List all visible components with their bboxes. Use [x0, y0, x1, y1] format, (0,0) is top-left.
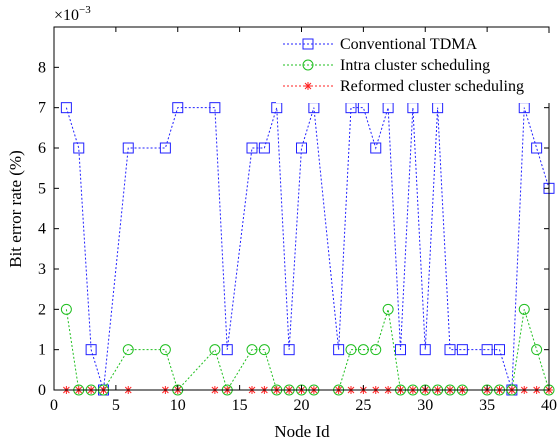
legend-label: Conventional TDMA [340, 36, 477, 53]
square-marker [122, 142, 134, 154]
square-marker [73, 142, 85, 154]
square-marker [60, 102, 72, 114]
circle-marker [370, 344, 382, 356]
square-marker [302, 38, 314, 50]
series-line [65, 309, 550, 392]
x-tick-label: 5 [112, 397, 120, 414]
circle-marker [382, 303, 394, 315]
y-tick-label: 6 [38, 140, 46, 157]
y-tick-label: 3 [38, 261, 46, 278]
legend-box [276, 33, 550, 103]
square-marker [481, 344, 493, 356]
y-exponent-label: ×10−3 [54, 4, 91, 24]
y-tick-label: 1 [38, 342, 46, 359]
circle-marker [60, 303, 72, 315]
square-marker [172, 102, 184, 114]
series-line [65, 107, 550, 391]
x-tick-label: 40 [541, 397, 557, 414]
y-axis-title: Bit error rate (%) [6, 150, 25, 268]
square-marker [221, 344, 233, 356]
square-marker [531, 142, 543, 154]
x-tick-label: 0 [50, 397, 58, 414]
circle-marker [122, 344, 134, 356]
circle-marker [246, 344, 258, 356]
x-tick-label: 20 [294, 397, 310, 414]
y-tick-label: 4 [38, 221, 46, 238]
circle-marker [531, 344, 543, 356]
legend-label: Intra cluster scheduling [340, 57, 490, 74]
circle-marker [209, 344, 221, 356]
y-tick-label: 5 [38, 180, 46, 197]
circle-marker [302, 59, 314, 71]
x-tick-label: 25 [355, 397, 371, 414]
x-tick-label: 35 [479, 397, 495, 414]
square-marker [456, 344, 468, 356]
circle-marker [345, 344, 357, 356]
square-marker [419, 344, 431, 356]
square-marker [209, 102, 221, 114]
square-marker [159, 142, 171, 154]
y-tick-label: 8 [38, 59, 46, 76]
y-tick-label: 2 [38, 301, 46, 318]
legend-label: Reformed cluster scheduling [340, 78, 524, 95]
square-marker [258, 142, 270, 154]
series-1 [60, 102, 555, 396]
star-marker [304, 82, 312, 90]
square-marker [283, 344, 295, 356]
y-tick-label: 0 [38, 382, 46, 399]
square-marker [444, 344, 456, 356]
x-tick-label: 15 [232, 397, 248, 414]
square-marker [85, 344, 97, 356]
circle-marker [258, 344, 270, 356]
square-marker [333, 344, 345, 356]
square-marker [494, 344, 505, 356]
legend-item-3: Reformed cluster scheduling [283, 78, 524, 95]
circle-marker [357, 344, 369, 356]
x-tick-label: 10 [170, 397, 186, 414]
legend-item-1: Conventional TDMA [283, 36, 477, 53]
circle-marker [159, 344, 171, 356]
x-axis-title: Node Id [274, 422, 330, 441]
square-marker [296, 142, 307, 154]
legend: Conventional TDMA Intra cluster schedulin… [276, 33, 550, 103]
legend-item-2: Intra cluster scheduling [283, 57, 490, 74]
circle-marker [518, 303, 530, 315]
axes-layer: 0 5 10 15 20 25 30 35 40 0 1 2 3 4 5 6 7 8 [38, 26, 557, 414]
square-marker [370, 142, 382, 154]
y-tick-label: 7 [38, 100, 46, 117]
square-marker [246, 142, 258, 154]
square-marker [395, 344, 406, 356]
x-tick-label: 30 [417, 397, 433, 414]
